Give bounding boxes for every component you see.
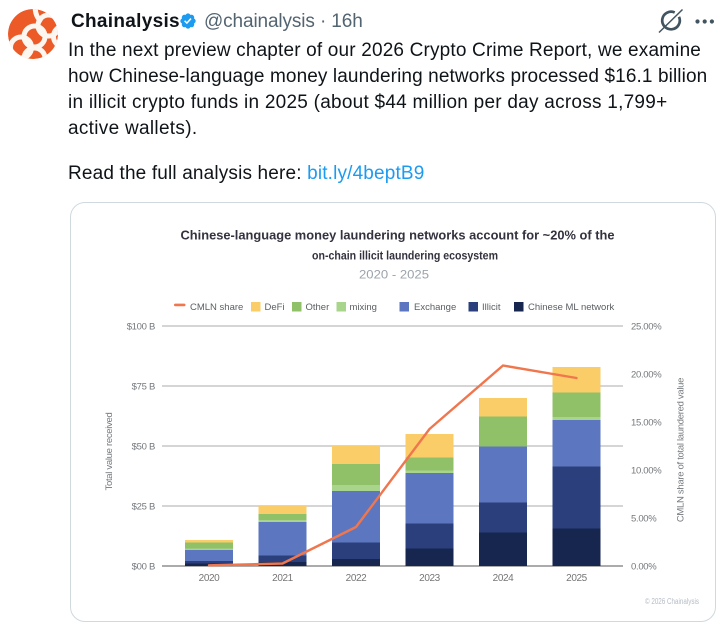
svg-text:2020: 2020 [199, 573, 220, 584]
svg-text:2020 - 2025: 2020 - 2025 [359, 268, 429, 282]
svg-text:5.00%: 5.00% [631, 514, 657, 525]
svg-text:Other: Other [306, 302, 330, 313]
svg-text:10.00%: 10.00% [631, 466, 662, 477]
svg-text:20.00%: 20.00% [631, 370, 662, 381]
svg-text:Exchange: Exchange [414, 302, 456, 313]
svg-text:$25 B: $25 B [132, 502, 155, 513]
svg-text:CMLN share of total laundered: CMLN share of total laundered value [676, 378, 687, 522]
svg-text:Illicit: Illicit [482, 302, 501, 313]
svg-text:15.00%: 15.00% [631, 418, 662, 429]
svg-text:2024: 2024 [493, 573, 514, 584]
svg-text:Total value received: Total value received [104, 413, 115, 491]
svg-text:© 2026 Chainalysis: © 2026 Chainalysis [645, 597, 699, 606]
svg-text:mixing: mixing [350, 302, 377, 313]
svg-text:DeFi: DeFi [265, 302, 285, 313]
svg-text:2023: 2023 [419, 573, 440, 584]
svg-text:0.00%: 0.00% [631, 562, 657, 573]
svg-text:2022: 2022 [346, 573, 367, 584]
svg-text:2021: 2021 [272, 573, 293, 584]
svg-text:Chinese ML network: Chinese ML network [528, 302, 614, 313]
svg-text:25.00%: 25.00% [631, 322, 662, 333]
svg-text:2025: 2025 [566, 573, 587, 584]
svg-text:Chinese-language money launder: Chinese-language money laundering networ… [181, 227, 615, 242]
svg-text:$100 B: $100 B [127, 322, 155, 333]
svg-text:on-chain illicit laundering ec: on-chain illicit laundering ecosystem [312, 248, 498, 262]
svg-text:$75 B: $75 B [132, 382, 155, 393]
svg-text:$00 B: $00 B [132, 562, 155, 573]
svg-text:CMLN share: CMLN share [190, 302, 243, 313]
svg-text:$50 B: $50 B [132, 442, 155, 453]
